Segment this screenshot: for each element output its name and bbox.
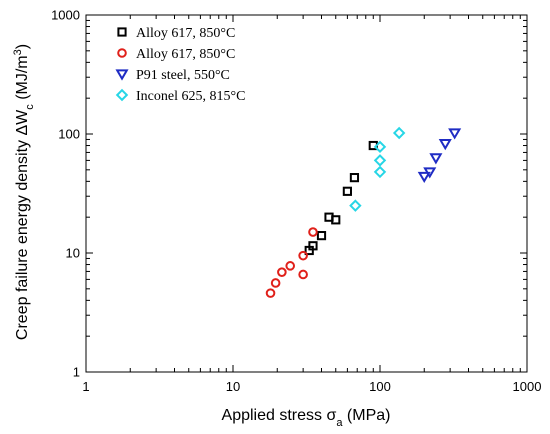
- x-tick-label: 10: [226, 379, 240, 394]
- data-point-series-3: [373, 140, 387, 154]
- data-point-series-2: [448, 128, 462, 140]
- y-axis-title-main: Creep failure energy density ΔW: [14, 109, 31, 340]
- legend-label: Alloy 617, 850°C: [136, 47, 235, 62]
- data-point-series-3: [373, 154, 387, 167]
- data-point-series-1: [270, 278, 281, 288]
- legend: Alloy 617, 850°C Alloy 617, 850°C P91 stee…: [115, 26, 245, 104]
- data-point-series-1: [298, 250, 308, 261]
- y-tick-label: 1000: [51, 8, 80, 23]
- legend-label: Inconel 625, 815°C: [136, 89, 245, 104]
- data-point-series-0: [349, 173, 360, 183]
- x-axis-title-sub: a: [336, 417, 343, 429]
- data-point-series-1: [298, 269, 308, 280]
- x-tick-label: 1000: [513, 379, 542, 394]
- data-point-series-1: [285, 261, 296, 271]
- data-point-series-3: [349, 199, 362, 212]
- plot-frame: [85, 14, 528, 373]
- data-point-series-2: [429, 153, 443, 165]
- data-point-series-0: [331, 215, 341, 225]
- y-axis-title-sub: c: [24, 104, 36, 110]
- y-tick-label: 1: [73, 365, 80, 380]
- y-axis-title-tail: (MJ/m: [14, 55, 31, 104]
- legend-label: Alloy 617, 850°C: [136, 26, 235, 41]
- y-axis-title-sup: 3: [12, 49, 24, 55]
- x-axis-title-tail: (MPa): [342, 407, 390, 424]
- data-point-series-1: [308, 227, 318, 237]
- data-point-series-0: [308, 241, 318, 251]
- data-point-series-2: [438, 139, 452, 151]
- legend-marker-3: [115, 88, 129, 102]
- x-axis-title: Applied stress σa (MPa): [222, 407, 391, 429]
- data-point-series-2: [423, 167, 437, 179]
- data-point-series-0: [342, 186, 352, 196]
- data-points: [265, 126, 462, 298]
- x-axis-title-main: Applied stress σ: [222, 407, 337, 424]
- axis-ticks: [85, 15, 527, 373]
- legend-marker-1: [117, 48, 127, 58]
- legend-label: P91 steel, 550°C: [136, 68, 230, 83]
- data-point-series-1: [265, 288, 276, 298]
- data-point-series-2: [417, 171, 431, 184]
- legend-marker-2: [115, 69, 129, 81]
- data-point-series-0: [316, 231, 327, 241]
- y-tick-label: 100: [58, 127, 80, 142]
- x-tick-label: 100: [369, 379, 391, 394]
- x-tick-label: 1: [82, 379, 89, 394]
- tick-labels: 1 10 100 1000 1 10 100 1000: [51, 8, 541, 395]
- data-point-series-3: [392, 126, 406, 140]
- y-axis-title: Creep failure energy density ΔWc (MJ/m3): [12, 44, 36, 340]
- plot-border: [85, 14, 528, 373]
- legend-marker-0: [117, 27, 127, 37]
- y-tick-label: 10: [66, 246, 80, 261]
- y-axis-title-end: ): [14, 44, 31, 49]
- data-point-series-3: [373, 165, 387, 179]
- data-point-series-1: [277, 267, 287, 277]
